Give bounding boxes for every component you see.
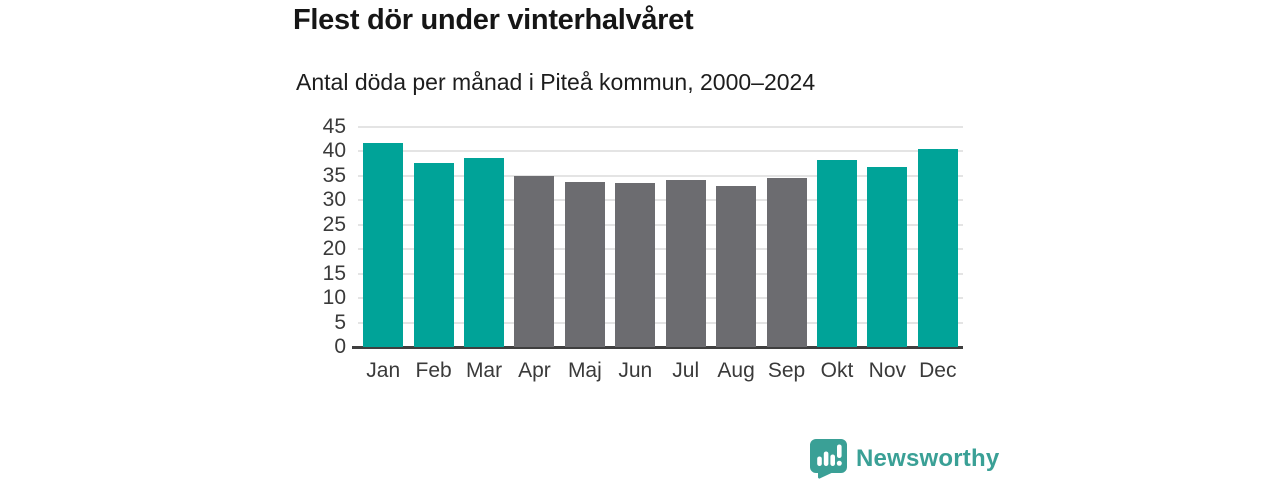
bar-dec — [917, 149, 958, 347]
x-tick-label-jun: Jun — [618, 359, 653, 382]
y-tick-label-15: 15 — [322, 261, 346, 285]
gridline-45 — [358, 126, 963, 128]
bar-maj — [564, 181, 605, 347]
newsworthy-branding: Newsworthy — [810, 439, 999, 479]
bar-jan — [363, 142, 404, 347]
gridline-30 — [358, 199, 963, 202]
y-tick-label-35: 35 — [322, 163, 346, 187]
bar-mar — [464, 157, 505, 347]
y-tick-label-30: 30 — [322, 188, 346, 212]
x-tick-label-aug: Aug — [717, 359, 755, 382]
gridline-10 — [358, 297, 963, 300]
y-tick-label-25: 25 — [322, 212, 346, 236]
chart-title: Flest dör under vinterhalvåret — [293, 4, 694, 36]
x-tick-label-apr: Apr — [518, 359, 551, 382]
x-tick-label-okt: Okt — [820, 359, 854, 382]
bar-apr — [514, 175, 555, 347]
x-tick-label-maj: Maj — [567, 359, 602, 382]
gridline-15 — [358, 272, 963, 275]
bar-sep — [766, 178, 807, 347]
bar-nov — [867, 166, 908, 347]
x-tick-label-mar: Mar — [465, 359, 503, 382]
gridline-25 — [358, 223, 963, 226]
y-tick-label-20: 20 — [322, 237, 346, 261]
y-tick-label-40: 40 — [322, 139, 346, 163]
x-tick-label-dec: Dec — [919, 359, 957, 382]
gridline-35 — [358, 174, 963, 177]
chart-subtitle: Antal döda per månad i Piteå kommun, 200… — [296, 69, 816, 95]
y-tick-label-45: 45 — [322, 115, 346, 138]
bar-aug — [716, 185, 757, 347]
x-tick-label-sep: Sep — [767, 359, 806, 382]
newsworthy-logo-icon — [810, 439, 847, 479]
bar-feb — [413, 163, 454, 347]
bar-okt — [816, 160, 857, 347]
y-tick-label-5: 5 — [334, 310, 346, 334]
y-tick-label-10: 10 — [322, 286, 346, 310]
x-tick-label-jul: Jul — [672, 359, 700, 382]
x-tick-label-jan: Jan — [366, 359, 401, 382]
x-tick-label-nov: Nov — [868, 359, 907, 382]
y-tick-label-0: 0 — [334, 335, 346, 358]
gridline-20 — [358, 248, 963, 251]
x-axis-line — [352, 346, 963, 349]
newsworthy-brand-name: Newsworthy — [856, 445, 1000, 472]
gridline-40 — [358, 150, 963, 153]
bar-jul — [665, 180, 706, 347]
x-tick-label-feb: Feb — [415, 359, 452, 382]
gridline-5 — [358, 321, 963, 324]
bar-jun — [615, 183, 656, 347]
